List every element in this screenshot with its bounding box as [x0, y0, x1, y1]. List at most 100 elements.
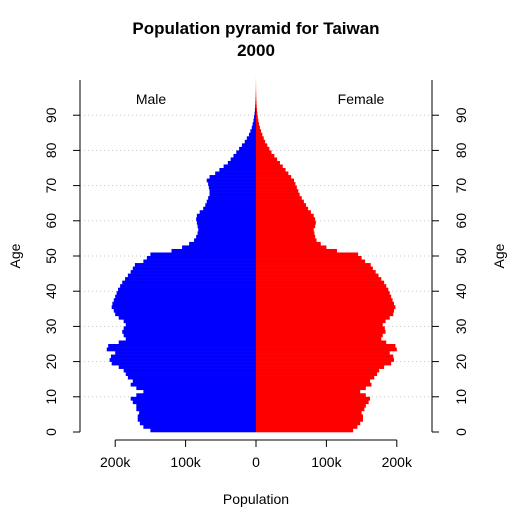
- y-tick-label-left: 20: [43, 354, 59, 370]
- bar-male: [208, 196, 256, 200]
- bar-male: [139, 421, 256, 426]
- bar-female: [256, 217, 316, 222]
- bar-female: [256, 231, 315, 236]
- bar-male: [150, 428, 256, 433]
- x-tick-label: 100k: [311, 454, 342, 470]
- bar-female: [256, 136, 264, 141]
- y-tick-label-left: 90: [43, 107, 59, 123]
- bar-female: [256, 287, 389, 292]
- bar-male: [248, 132, 256, 137]
- bar-female: [256, 122, 260, 127]
- bar-male: [132, 400, 256, 405]
- bar-female: [256, 424, 358, 429]
- chart-subtitle: 2000: [237, 41, 275, 60]
- y-tick-label-left: 30: [43, 318, 59, 334]
- bar-male: [108, 344, 256, 348]
- bar-male: [196, 220, 256, 225]
- bar-male: [116, 291, 256, 296]
- y-tick-label-right: 20: [453, 354, 469, 370]
- bar-male: [130, 396, 256, 401]
- bar-male: [215, 171, 256, 176]
- bar-male: [118, 287, 257, 292]
- bar-female: [256, 196, 302, 200]
- y-axis-label-right: Age: [491, 243, 507, 268]
- bar-male: [137, 417, 256, 422]
- y-tick-label-right: 60: [453, 213, 469, 229]
- bar-male: [111, 305, 257, 310]
- bar-female: [256, 361, 392, 366]
- bar-female: [256, 389, 361, 394]
- bar-male: [150, 252, 256, 257]
- x-axis-label: Population: [223, 491, 289, 507]
- bar-male: [137, 414, 256, 419]
- bar-female: [256, 189, 299, 193]
- bar-male: [115, 351, 256, 355]
- bar-male: [136, 386, 256, 391]
- bar-female: [256, 199, 304, 204]
- bar-male: [241, 143, 256, 148]
- bar-male: [198, 227, 256, 232]
- bar-male: [113, 308, 257, 313]
- bar-female: [256, 104, 257, 109]
- bar-male: [255, 101, 256, 105]
- bar-female: [256, 386, 366, 391]
- bar-male: [254, 111, 256, 116]
- bar-female: [256, 160, 280, 165]
- y-tick-label-left: 80: [43, 142, 59, 158]
- bar-male: [255, 104, 256, 109]
- bar-male: [115, 294, 256, 299]
- bar-female: [256, 379, 371, 384]
- bar-male: [118, 340, 256, 345]
- bar-male: [143, 389, 256, 394]
- bar-male: [110, 354, 256, 359]
- bar-female: [256, 358, 394, 362]
- bar-female: [256, 256, 362, 260]
- bar-female: [256, 259, 366, 264]
- bar-female: [256, 421, 361, 426]
- y-axis-label-left: Age: [7, 243, 23, 268]
- bar-male: [122, 280, 257, 285]
- bar-male: [132, 266, 256, 271]
- x-tick-label: 100k: [170, 454, 201, 470]
- bar-female: [256, 234, 316, 239]
- bar-female: [256, 319, 386, 324]
- bar-female: [256, 403, 366, 408]
- bar-female: [256, 340, 387, 345]
- bar-male: [219, 168, 256, 172]
- bar-female: [256, 298, 393, 303]
- bar-female: [256, 329, 386, 334]
- bar-female: [256, 270, 376, 274]
- bar-male: [123, 333, 256, 338]
- bar-male: [209, 175, 256, 179]
- axes: 200k 100k 0 100k 200k 0 0 10 10 20 20 30 30 40 40 50 50 6…: [43, 80, 469, 470]
- bar-female: [256, 252, 359, 257]
- y-tick-label-right: 30: [453, 318, 469, 334]
- bar-male: [130, 382, 256, 387]
- bar-female: [256, 347, 397, 352]
- bar-male: [236, 150, 256, 155]
- bar-male: [253, 118, 256, 123]
- bar-female: [256, 333, 383, 338]
- bar-male: [123, 319, 256, 324]
- bar-female: [256, 400, 369, 405]
- bar-female: [256, 372, 378, 376]
- bar-male: [196, 213, 256, 218]
- bar-female: [256, 393, 366, 398]
- bar-male: [182, 245, 256, 250]
- bar-male: [196, 234, 256, 239]
- chart-title: Population pyramid for Taiwan: [132, 19, 380, 38]
- bar-female: [256, 125, 260, 130]
- bar-male: [171, 248, 256, 253]
- bar-male: [233, 153, 256, 158]
- bar-female: [256, 185, 297, 190]
- bar-male: [125, 336, 256, 341]
- bar-female: [256, 375, 375, 380]
- bar-female: [256, 315, 390, 320]
- bar-male: [143, 424, 256, 429]
- bar-male: [197, 224, 256, 229]
- bar-female: [256, 284, 387, 288]
- bar-female: [256, 111, 258, 116]
- bar-female: [256, 227, 314, 232]
- legend-female-label: Female: [338, 91, 385, 107]
